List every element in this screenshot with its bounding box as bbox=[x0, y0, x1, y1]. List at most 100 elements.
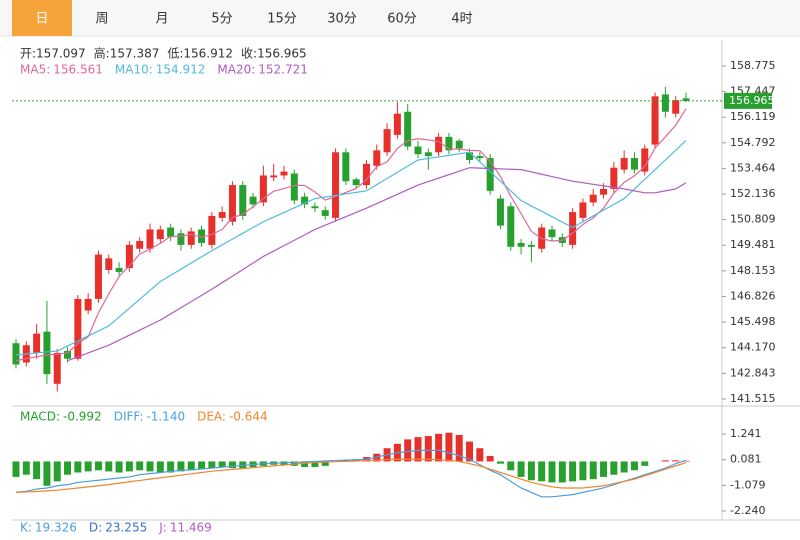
candle-body bbox=[362, 163, 370, 186]
macd-bar bbox=[569, 461, 577, 482]
macd-bar bbox=[466, 441, 474, 462]
macd-bar bbox=[682, 460, 690, 462]
tab-label[interactable]: 5分 bbox=[211, 12, 232, 27]
y-tick-label: 148.153 bbox=[730, 264, 776, 277]
candle-body bbox=[198, 229, 206, 243]
tab-label[interactable]: 15分 bbox=[267, 12, 297, 27]
tab-label[interactable]: 4时 bbox=[451, 12, 472, 27]
candle-body bbox=[177, 233, 185, 245]
macd-bar bbox=[146, 461, 154, 472]
macd-bar bbox=[548, 461, 556, 483]
candle-body bbox=[187, 231, 195, 245]
tab[interactable] bbox=[12, 0, 72, 36]
candle-body bbox=[146, 229, 154, 249]
candle-body bbox=[455, 140, 463, 149]
y-tick-label: 141.515 bbox=[730, 392, 776, 405]
macd-bar bbox=[198, 461, 206, 470]
candle-body bbox=[466, 152, 474, 160]
candle-body bbox=[321, 210, 329, 216]
candle-body bbox=[373, 150, 381, 166]
macd-bar bbox=[424, 436, 432, 462]
macd-bar bbox=[610, 461, 618, 475]
candle-body bbox=[280, 171, 288, 176]
candle-body bbox=[476, 156, 484, 159]
macd-bar bbox=[125, 461, 133, 472]
candle-body bbox=[53, 352, 61, 384]
y-tick-label: 152.136 bbox=[730, 187, 776, 200]
candle-body bbox=[414, 146, 422, 155]
candle-body bbox=[136, 241, 144, 249]
candle-body bbox=[496, 198, 504, 226]
macd-bar bbox=[445, 432, 453, 462]
candle-body bbox=[249, 196, 257, 205]
candle-body bbox=[301, 196, 309, 205]
candle-body bbox=[641, 148, 649, 172]
readout-label: 开: bbox=[20, 47, 36, 61]
candle-body bbox=[600, 188, 608, 195]
legend-label: MA10: bbox=[115, 63, 153, 77]
legend-label: K: bbox=[20, 521, 32, 535]
legend-value: 156.561 bbox=[53, 63, 103, 77]
macd-bar bbox=[435, 433, 443, 462]
y-tick-label: 154.792 bbox=[730, 136, 776, 149]
macd-bar bbox=[156, 461, 164, 473]
candle-body bbox=[435, 136, 443, 153]
readout-label: 收: bbox=[241, 47, 257, 61]
macd-bar bbox=[74, 461, 82, 473]
macd-bar bbox=[136, 461, 144, 471]
tab-label[interactable]: 月 bbox=[155, 12, 168, 27]
tab-label[interactable]: 30分 bbox=[327, 12, 357, 27]
macd-bar bbox=[486, 455, 494, 462]
readout-label: 低: bbox=[167, 47, 183, 61]
tab-label[interactable]: 日 bbox=[35, 12, 48, 27]
y-tick-label: 146.826 bbox=[730, 289, 776, 302]
macd-bar bbox=[187, 461, 195, 471]
candle-body bbox=[342, 152, 350, 182]
candle-body bbox=[94, 254, 102, 299]
candle-body bbox=[507, 206, 515, 247]
candle-body bbox=[589, 194, 597, 203]
macd-bar bbox=[352, 459, 360, 462]
macd-bar bbox=[496, 461, 504, 464]
legend-value: -0.992 bbox=[63, 410, 102, 424]
tab-label[interactable]: 60分 bbox=[387, 12, 417, 27]
candle-body bbox=[579, 202, 587, 218]
y-tick-label: -1.079 bbox=[730, 478, 765, 491]
macd-bar bbox=[228, 461, 236, 469]
macd-bar bbox=[208, 461, 216, 469]
candle-body bbox=[352, 179, 360, 186]
candle-body bbox=[125, 244, 133, 269]
legend-label: MACD: bbox=[20, 410, 60, 424]
candle-body bbox=[548, 229, 556, 238]
candle-body bbox=[156, 229, 164, 240]
macd-bar bbox=[558, 461, 566, 483]
tab-label[interactable]: 周 bbox=[95, 12, 108, 27]
legend-label: MA5: bbox=[20, 63, 50, 77]
legend-value: -1.140 bbox=[146, 410, 185, 424]
macd-bar bbox=[661, 460, 669, 462]
candle-body bbox=[672, 100, 680, 114]
candle-body bbox=[610, 167, 618, 189]
candle-body bbox=[105, 258, 113, 270]
candle-body bbox=[569, 212, 577, 245]
y-tick-label: 149.481 bbox=[730, 238, 776, 251]
candle-body bbox=[43, 331, 51, 375]
candle-body bbox=[12, 343, 20, 365]
macd-line bbox=[15, 449, 687, 498]
macd-bar bbox=[94, 461, 102, 471]
candle-body bbox=[651, 96, 659, 145]
y-tick-label: 144.170 bbox=[730, 341, 776, 354]
y-tick-label: 150.809 bbox=[730, 213, 776, 226]
macd-bar bbox=[414, 437, 422, 462]
candle-body bbox=[630, 158, 638, 170]
candle-body bbox=[74, 298, 82, 359]
macd-bar bbox=[218, 461, 226, 467]
macd-bar bbox=[517, 461, 525, 477]
macd-bar bbox=[630, 461, 638, 471]
candle-body bbox=[527, 244, 535, 247]
candle-body bbox=[383, 129, 391, 153]
candle-body bbox=[84, 298, 92, 311]
candle-body bbox=[239, 185, 247, 216]
legend-value: 11.469 bbox=[170, 521, 212, 535]
